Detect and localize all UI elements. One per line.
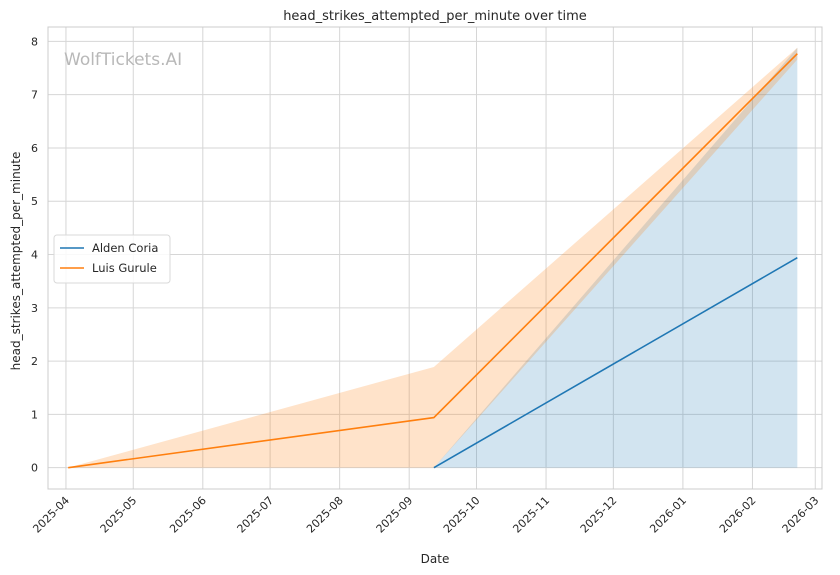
confidence-band	[433, 47, 798, 468]
y-tick-label: 1	[31, 408, 38, 421]
x-tick-label: 2025-10	[441, 494, 483, 536]
legend: Alden Coria Luis Gurule	[53, 234, 171, 284]
y-tick-label: 2	[31, 355, 38, 368]
x-axis-label: Date	[421, 552, 450, 566]
y-tick-label: 6	[31, 142, 38, 155]
legend-label: Alden Coria	[92, 241, 158, 255]
x-tick-label: 2025-09	[374, 494, 416, 536]
x-tick-label: 2025-08	[304, 494, 346, 536]
x-tick-label: 2026-03	[780, 494, 822, 536]
x-axis-ticks: 2025-04 2025-05 2025-06 2025-07 2025-08 2025-…	[30, 494, 821, 536]
y-tick-label: 3	[31, 302, 38, 315]
confidence-band	[68, 47, 798, 468]
x-tick-label: 2025-11	[510, 494, 552, 536]
chart-title: head_strikes_attempted_per_minute over t…	[283, 9, 587, 24]
y-tick-label: 7	[31, 89, 38, 102]
watermark: WolfTickets.AI	[64, 50, 182, 70]
series-lines	[68, 53, 798, 469]
y-tick-label: 4	[31, 249, 38, 262]
x-tick-label: 2025-04	[30, 494, 72, 536]
x-tick-label: 2026-01	[647, 494, 689, 536]
y-axis-label: head_strikes_attempted_per_minute	[9, 152, 23, 371]
confidence-bands	[68, 47, 798, 468]
y-tick-label: 0	[31, 462, 38, 475]
series-line	[433, 257, 798, 469]
y-tick-label: 8	[31, 35, 38, 48]
x-tick-label: 2025-05	[98, 494, 140, 536]
y-tick-label: 5	[31, 195, 38, 208]
x-tick-label: 2026-02	[717, 494, 759, 536]
plot-frame	[47, 26, 823, 490]
y-axis-ticks: 0 1 2 3 4 5 6 7 8	[31, 35, 38, 474]
x-tick-label: 2025-12	[578, 494, 620, 536]
x-tick-label: 2025-07	[235, 494, 277, 536]
legend-box	[53, 234, 171, 284]
legend-label: Luis Gurule	[92, 261, 157, 275]
series-line	[68, 53, 798, 469]
x-tick-label: 2025-06	[167, 494, 209, 536]
